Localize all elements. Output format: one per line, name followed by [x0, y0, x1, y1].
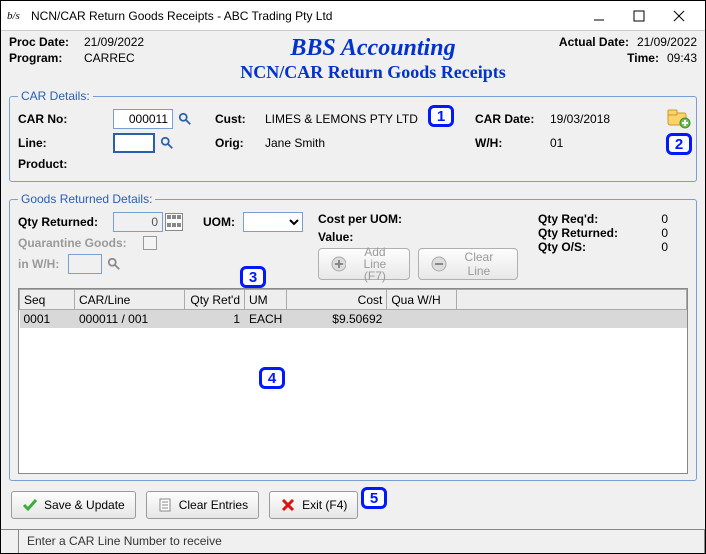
- close-icon: [280, 497, 296, 513]
- exit-button[interactable]: Exit (F4): [269, 491, 358, 519]
- qty-returned-input: [113, 212, 163, 232]
- line-input[interactable]: [113, 133, 155, 153]
- add-line-text1: Add Line: [352, 246, 397, 270]
- col-cost[interactable]: Cost: [287, 290, 387, 310]
- clear-line-text: Clear Line: [453, 250, 505, 278]
- table-row[interactable]: 0001 000011 / 001 1 EACH $9.50692: [20, 310, 687, 329]
- qty-reqd-value: 0: [638, 212, 668, 226]
- program-value: CARREC: [84, 51, 135, 65]
- orig-value: Jane Smith: [265, 136, 475, 150]
- cell-qtyret: 1: [185, 310, 245, 329]
- actual-date-value: 21/09/2022: [637, 35, 697, 49]
- statusbar-text: Enter a CAR Line Number to receive: [19, 530, 705, 553]
- uom-label: UOM:: [203, 215, 243, 229]
- uom-select[interactable]: [243, 212, 303, 232]
- line-lookup-icon[interactable]: [157, 133, 177, 153]
- col-quawh[interactable]: Qua W/H: [387, 290, 457, 310]
- proc-date-label: Proc Date:: [9, 35, 84, 49]
- exit-text: Exit (F4): [302, 498, 347, 512]
- line-label: Line:: [18, 136, 113, 150]
- col-seq[interactable]: Seq: [20, 290, 75, 310]
- wh-label: W/H:: [475, 136, 550, 150]
- maximize-button[interactable]: [619, 2, 659, 30]
- bottom-buttons: Save & Update Clear Entries Exit (F4) 5: [9, 485, 697, 525]
- titlebar: b/s NCN/CAR Return Goods Receipts - ABC …: [1, 1, 705, 31]
- car-details-group: CAR Details: CAR No: Cust: LIMES & LEMON…: [9, 89, 697, 182]
- cell-seq: 0001: [20, 310, 75, 329]
- value-label: Value:: [318, 230, 353, 244]
- car-date-value: 19/03/2018: [550, 112, 610, 126]
- callout-4: 4: [259, 367, 285, 389]
- goods-returned-legend: Goods Returned Details:: [18, 192, 155, 206]
- lines-grid[interactable]: Seq CAR/Line Qty Ret'd UM Cost Qua W/H 0…: [18, 288, 688, 474]
- window-title: NCN/CAR Return Goods Receipts - ABC Trad…: [31, 9, 579, 23]
- qty-summary: Qty Req'd:0 Qty Returned:0 Qty O/S:0: [538, 212, 688, 284]
- col-spacer: [457, 290, 687, 310]
- statusbar: Enter a CAR Line Number to receive: [1, 529, 705, 553]
- cust-label: Cust:: [215, 112, 265, 126]
- car-date-label: CAR Date:: [475, 112, 550, 126]
- statusbar-grip: [1, 530, 19, 553]
- check-icon: [22, 497, 38, 513]
- quarantine-checkbox[interactable]: [143, 236, 157, 250]
- time-label: Time:: [627, 51, 659, 65]
- client-area: Proc Date:21/09/2022 Program:CARREC BBS …: [1, 31, 705, 529]
- car-no-input[interactable]: [113, 109, 173, 129]
- callout-2: 2: [666, 133, 692, 155]
- attach-document-button[interactable]: [666, 107, 692, 132]
- proc-date-value: 21/09/2022: [84, 35, 144, 49]
- col-qtyret[interactable]: Qty Ret'd: [185, 290, 245, 310]
- add-line-button[interactable]: Add Line(F7): [318, 248, 410, 280]
- clear-entries-button[interactable]: Clear Entries: [146, 491, 259, 519]
- app-icon: b/s: [7, 7, 25, 25]
- product-label: Product:: [18, 157, 113, 171]
- cell-quawh: [387, 310, 457, 329]
- in-wh-input: [68, 254, 102, 274]
- qty-reqd-label: Qty Req'd:: [538, 212, 638, 226]
- goods-returned-group: Goods Returned Details: Qty Returned: UO…: [9, 192, 697, 481]
- quarantine-label: Quarantine Goods:: [18, 236, 143, 250]
- in-wh-lookup-icon[interactable]: [104, 254, 124, 274]
- table-header-row: Seq CAR/Line Qty Ret'd UM Cost Qua W/H: [20, 290, 687, 310]
- time-value: 09:43: [667, 51, 697, 65]
- car-details-legend: CAR Details:: [18, 89, 93, 103]
- car-no-label: CAR No:: [18, 112, 113, 126]
- clear-line-button[interactable]: Clear Line: [418, 248, 518, 280]
- calculator-icon[interactable]: [165, 213, 183, 231]
- car-no-lookup-icon[interactable]: [175, 109, 195, 129]
- add-line-text2: (F7): [364, 270, 386, 282]
- orig-label: Orig:: [215, 136, 265, 150]
- cell-um: EACH: [245, 310, 287, 329]
- cell-carline: 000011 / 001: [75, 310, 185, 329]
- qty-os-label: Qty O/S:: [538, 240, 638, 254]
- header: Proc Date:21/09/2022 Program:CARREC BBS …: [9, 35, 697, 83]
- actual-date-label: Actual Date:: [559, 35, 629, 49]
- header-right: Actual Date: 21/09/2022 Time: 09:43: [537, 35, 697, 67]
- col-carline[interactable]: CAR/Line: [75, 290, 185, 310]
- qty-returned-label: Qty Returned:: [18, 215, 113, 229]
- col-um[interactable]: UM: [245, 290, 287, 310]
- document-icon: [157, 497, 173, 513]
- qty-returned-side-label: Qty Returned:: [538, 226, 638, 240]
- minimize-button[interactable]: [579, 2, 619, 30]
- wh-value: 01: [550, 136, 563, 150]
- brand: BBS Accounting NCN/CAR Return Goods Rece…: [209, 35, 537, 83]
- callout-1: 1: [428, 105, 454, 127]
- header-left: Proc Date:21/09/2022 Program:CARREC: [9, 35, 209, 67]
- program-label: Program:: [9, 51, 84, 65]
- cell-cost: $9.50692: [287, 310, 387, 329]
- callout-5: 5: [361, 487, 387, 509]
- close-button[interactable]: [659, 2, 699, 30]
- brand-title: BBS Accounting: [209, 35, 537, 62]
- app-window: b/s NCN/CAR Return Goods Receipts - ABC …: [0, 0, 706, 554]
- clear-entries-text: Clear Entries: [179, 498, 248, 512]
- callout-3: 3: [240, 266, 266, 288]
- qty-os-value: 0: [638, 240, 668, 254]
- save-update-text: Save & Update: [44, 498, 125, 512]
- in-wh-label: in W/H:: [18, 257, 68, 271]
- qty-returned-side-value: 0: [638, 226, 668, 240]
- brand-subtitle: NCN/CAR Return Goods Receipts: [209, 62, 537, 83]
- cost-per-uom-label: Cost per UOM:: [318, 212, 402, 226]
- save-update-button[interactable]: Save & Update: [11, 491, 136, 519]
